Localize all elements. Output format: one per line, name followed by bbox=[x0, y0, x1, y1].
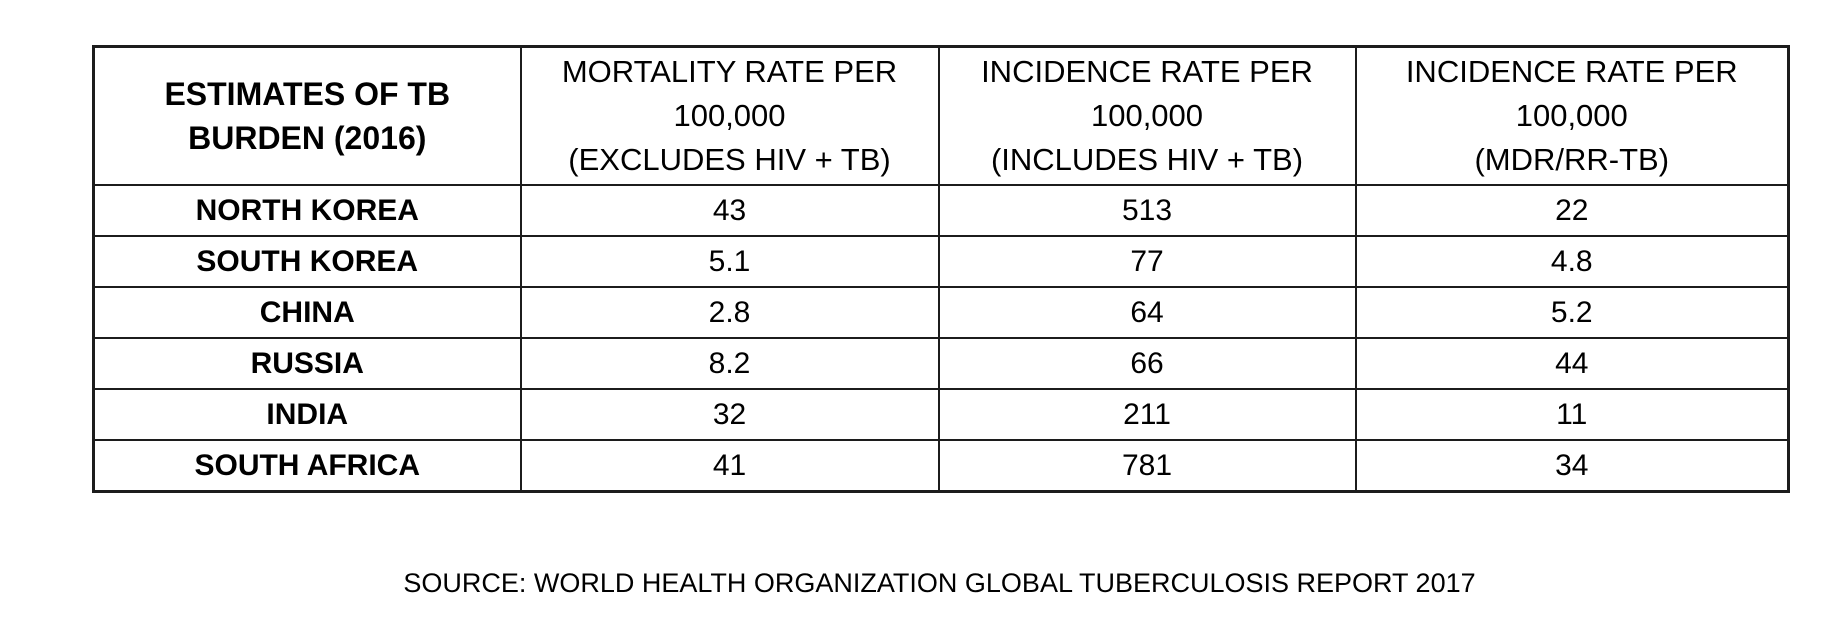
incidence-mdr-value: 34 bbox=[1354, 439, 1790, 493]
header-cell-estimates-title: ESTIMATES OF TB BURDEN (2016) bbox=[92, 45, 522, 186]
country-label: NORTH KOREA bbox=[92, 184, 522, 237]
country-label: SOUTH KOREA bbox=[92, 235, 522, 288]
incidence-hiv-value: 513 bbox=[937, 184, 1357, 237]
table-row-russia: RUSSIA 8.2 66 44 bbox=[92, 337, 1790, 390]
mortality-value: 32 bbox=[519, 388, 940, 441]
table-header-row: ESTIMATES OF TB BURDEN (2016) MORTALITY … bbox=[92, 45, 1790, 186]
mortality-value: 2.8 bbox=[519, 286, 940, 339]
incidence-hiv-value: 66 bbox=[937, 337, 1357, 390]
country-label: INDIA bbox=[92, 388, 522, 441]
mortality-value: 8.2 bbox=[519, 337, 940, 390]
country-label: CHINA bbox=[92, 286, 522, 339]
incidence-hiv-value: 211 bbox=[937, 388, 1357, 441]
table-row-china: CHINA 2.8 64 5.2 bbox=[92, 286, 1790, 339]
incidence-mdr-value: 22 bbox=[1354, 184, 1790, 237]
source-caption: SOURCE: WORLD HEALTH ORGANIZATION GLOBAL… bbox=[403, 568, 1476, 598]
mortality-value: 41 bbox=[519, 439, 940, 493]
incidence-mdr-value: 11 bbox=[1354, 388, 1790, 441]
country-label: SOUTH AFRICA bbox=[92, 439, 522, 493]
incidence-hiv-value: 77 bbox=[937, 235, 1357, 288]
incidence-mdr-value: 5.2 bbox=[1354, 286, 1790, 339]
header-cell-mortality-rate: MORTALITY RATE PER 100,000 (EXCLUDES HIV… bbox=[519, 45, 940, 186]
table-row-india: INDIA 32 211 11 bbox=[92, 388, 1790, 441]
incidence-hiv-value: 64 bbox=[937, 286, 1357, 339]
table-row-south-africa: SOUTH AFRICA 41 781 34 bbox=[92, 439, 1790, 493]
incidence-mdr-value: 4.8 bbox=[1354, 235, 1790, 288]
table-row-south-korea: SOUTH KOREA 5.1 77 4.8 bbox=[92, 235, 1790, 288]
incidence-mdr-value: 44 bbox=[1354, 337, 1790, 390]
mortality-value: 43 bbox=[519, 184, 940, 237]
mortality-value: 5.1 bbox=[519, 235, 940, 288]
country-label: RUSSIA bbox=[92, 337, 522, 390]
table-row-north-korea: NORTH KOREA 43 513 22 bbox=[92, 184, 1790, 237]
header-cell-incidence-rate-mdr: INCIDENCE RATE PER 100,000 (MDR/RR-TB) bbox=[1354, 45, 1790, 186]
header-cell-incidence-rate-hiv: INCIDENCE RATE PER 100,000 (INCLUDES HIV… bbox=[937, 45, 1357, 186]
tb-burden-table: ESTIMATES OF TB BURDEN (2016) MORTALITY … bbox=[92, 45, 1790, 493]
incidence-hiv-value: 781 bbox=[937, 439, 1357, 493]
